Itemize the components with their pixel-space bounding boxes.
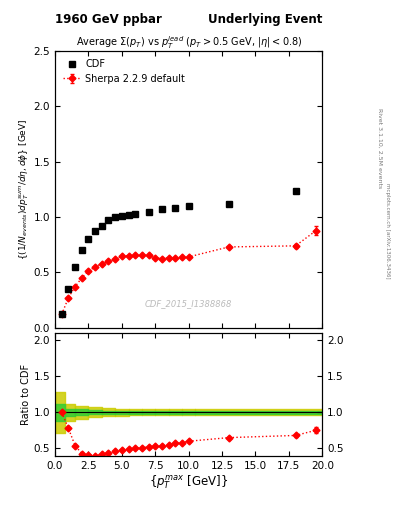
CDF [73, 264, 77, 270]
CDF [146, 208, 151, 215]
Y-axis label: Ratio to CDF: Ratio to CDF [21, 364, 31, 425]
Y-axis label: $\{(1/N_{events}) dp_T^{sum}/d\eta, d\phi\}$ [GeV]: $\{(1/N_{events}) dp_T^{sum}/d\eta, d\ph… [17, 119, 31, 260]
CDF [186, 203, 191, 209]
Text: Underlying Event: Underlying Event [208, 13, 322, 26]
CDF [160, 206, 164, 212]
CDF [113, 214, 118, 220]
CDF [79, 247, 84, 253]
Legend: CDF, Sherpa 2.2.9 default: CDF, Sherpa 2.2.9 default [60, 56, 188, 87]
CDF [293, 187, 298, 194]
CDF [66, 286, 71, 292]
CDF [59, 311, 64, 317]
Text: Rivet 3.1.10, 2.5M events: Rivet 3.1.10, 2.5M events [377, 108, 382, 188]
Title: Average $\Sigma(p_T)$ vs $p_T^{lead}$ ($p_T > 0.5$ GeV, $|\eta| < 0.8$): Average $\Sigma(p_T)$ vs $p_T^{lead}$ ($… [75, 34, 302, 51]
Text: CDF_2015_I1388868: CDF_2015_I1388868 [145, 300, 232, 308]
CDF [99, 223, 104, 229]
Line: CDF: CDF [59, 187, 299, 317]
CDF [93, 228, 97, 234]
Text: 1960 GeV ppbar: 1960 GeV ppbar [55, 13, 162, 26]
CDF [173, 205, 178, 211]
CDF [226, 201, 231, 207]
CDF [126, 212, 131, 218]
X-axis label: $\{p_T^{max}$ [GeV]$\}$: $\{p_T^{max}$ [GeV]$\}$ [149, 473, 228, 491]
Text: mcplots.cern.ch [arXiv:1306.3436]: mcplots.cern.ch [arXiv:1306.3436] [385, 183, 389, 279]
CDF [106, 217, 111, 223]
CDF [133, 211, 138, 217]
CDF [86, 236, 91, 242]
CDF [119, 213, 124, 219]
